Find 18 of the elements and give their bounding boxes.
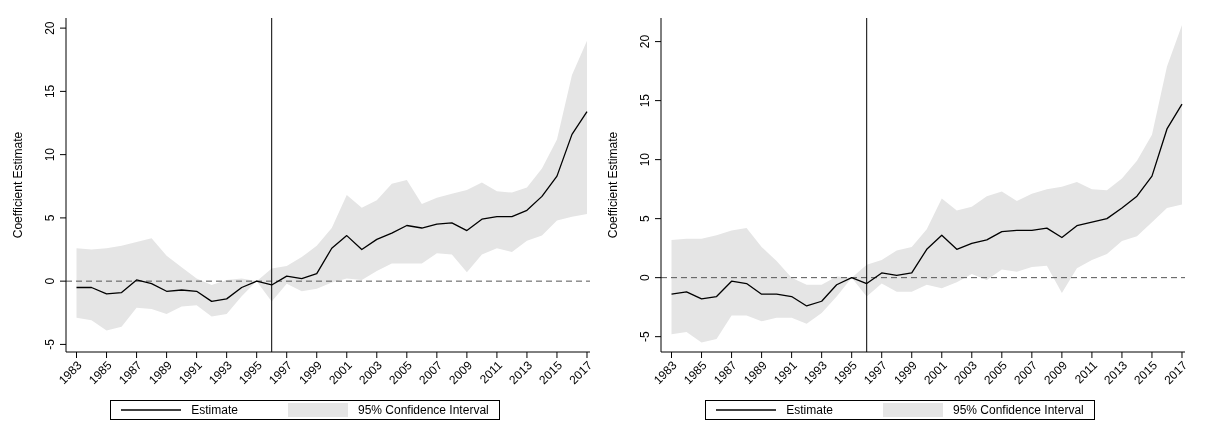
text: 95% Confidence Interval [357,403,489,417]
y-tick-label: 5 [43,214,57,222]
y-tick-label: -5 [638,331,652,342]
y-tick-label: 15 [638,93,652,108]
y-tick-label: -5 [43,338,57,350]
y-tick-label: 5 [638,214,652,222]
y-tick-label: 20 [638,34,652,49]
y-tick-label: 20 [43,21,57,35]
legend-label: Estimate [191,403,238,417]
y-axis-title: Coefficient Estimate [11,131,26,239]
y-tick-label: 0 [638,273,652,281]
y-tick-label: 10 [43,147,57,162]
y-axis-title: Coefficient Estimate [606,131,621,239]
y-tick-label: 0 [43,277,57,285]
text: 95% Confidence Interval [952,403,1084,417]
y-tick-label: 10 [638,152,652,167]
y-tick-label: 15 [43,84,57,99]
legend-label: Estimate [786,403,833,417]
